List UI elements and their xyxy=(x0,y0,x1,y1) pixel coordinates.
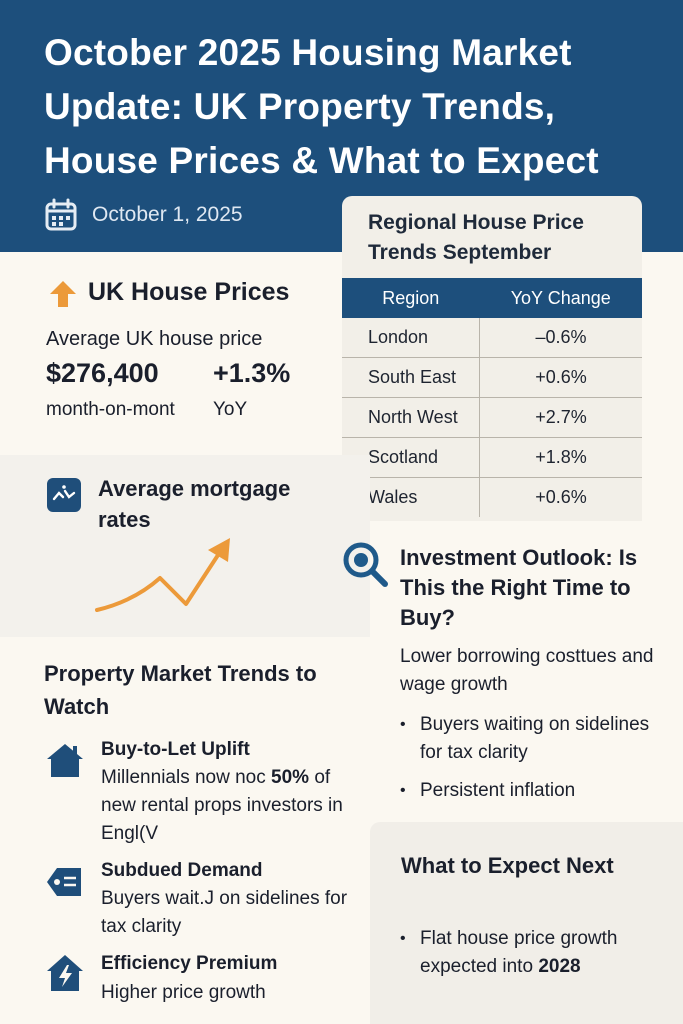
region-name: North West xyxy=(342,397,480,438)
mortgage-trend-arrow xyxy=(95,538,230,612)
house-icon xyxy=(47,744,83,777)
region-name: South East xyxy=(342,357,480,398)
trends-title: Property Market Trends to Watch xyxy=(44,661,317,719)
average-price-value: $276,400 xyxy=(46,358,159,388)
investment-description: Lower borrowing costtues and wage growth xyxy=(400,646,654,695)
regional-trends-card: Regional House Price Trends September Re… xyxy=(342,196,642,521)
column-header-change: YoY Change xyxy=(479,278,642,318)
calendar-icon xyxy=(45,198,77,231)
region-change: –0.6% xyxy=(479,318,642,358)
tag-icon xyxy=(47,868,81,896)
mortgage-icon xyxy=(47,478,81,512)
region-name: London xyxy=(342,318,480,358)
trend-title: Buy-to-Let Uplift xyxy=(101,739,250,760)
region-change: +1.8% xyxy=(479,437,642,478)
investment-bullets: Buyers waiting on sidelines for tax clar… xyxy=(398,711,668,815)
table-row: Wales +0.6% xyxy=(342,477,642,517)
table-row: Scotland +1.8% xyxy=(342,437,642,478)
investment-title: Investment Outlook: Is This the Right Ti… xyxy=(400,545,638,630)
trend-body: Higher price growth xyxy=(101,982,266,1003)
expect-title: What to Expect Next xyxy=(401,853,614,878)
list-item: Flat house price growth expected into 20… xyxy=(398,925,668,981)
table-row: North West +2.7% xyxy=(342,397,642,438)
trend-body: Buyers wait.J on sidelines for tax clari… xyxy=(101,888,348,937)
uk-prices-title: UK House Prices xyxy=(88,278,290,306)
list-item: Persistent inflation xyxy=(398,777,668,805)
list-item: Buyers waiting on sidelines for tax clar… xyxy=(398,711,668,767)
table-row: South East +0.6% xyxy=(342,357,642,398)
regional-table: Region YoY Change London –0.6% South Eas… xyxy=(342,278,642,517)
lightning-house-icon xyxy=(47,955,83,991)
date-row: October 1, 2025 xyxy=(44,198,243,232)
publish-date: October 1, 2025 xyxy=(92,203,243,226)
trend-body: Millennials now noc 50% of new rental pr… xyxy=(101,767,343,844)
mortgage-title: Average mortgage rates xyxy=(98,476,291,532)
table-row: London –0.6% xyxy=(342,318,642,358)
page-title: October 2025 Housing Market Update: UK P… xyxy=(44,32,599,181)
column-header-region: Region xyxy=(342,278,480,318)
region-change: +0.6% xyxy=(479,357,642,398)
month-on-month-label: month-on-mont xyxy=(46,399,175,420)
region-change: +2.7% xyxy=(479,397,642,438)
table-header-row: Region YoY Change xyxy=(342,278,642,318)
yoy-change-value: +1.3% xyxy=(213,358,291,388)
average-price-label: Average UK house price xyxy=(46,328,263,350)
expect-bullets: Flat house price growth expected into 20… xyxy=(398,925,668,981)
yoy-label: YoY xyxy=(213,399,248,420)
expect-card xyxy=(370,822,683,1024)
search-icon xyxy=(343,542,388,587)
region-change: +0.6% xyxy=(535,487,587,507)
regional-title: Regional House Price Trends September xyxy=(368,211,584,264)
arrow-up-icon xyxy=(50,281,76,307)
trend-title: Efficiency Premium xyxy=(101,953,278,974)
trend-title: Subdued Demand xyxy=(101,860,263,881)
